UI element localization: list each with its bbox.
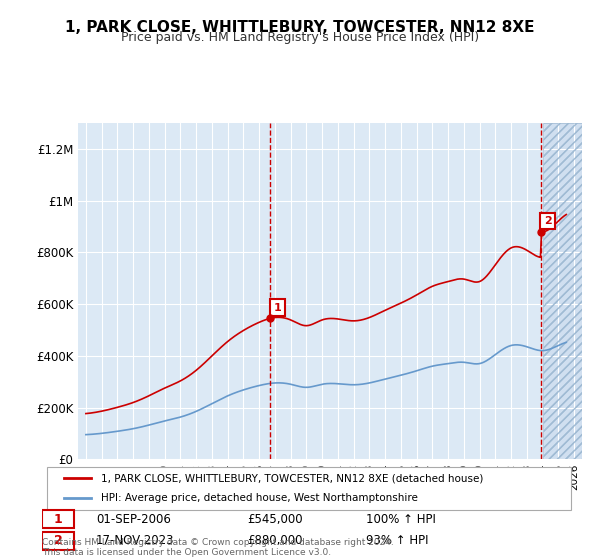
- Text: 17-NOV-2023: 17-NOV-2023: [96, 534, 175, 547]
- Text: HPI: Average price, detached house, West Northamptonshire: HPI: Average price, detached house, West…: [101, 493, 418, 503]
- Text: 1: 1: [54, 512, 62, 526]
- Text: 2: 2: [54, 534, 62, 547]
- Text: £880,000: £880,000: [247, 534, 303, 547]
- Bar: [542, 123, 582, 459]
- Text: 1: 1: [274, 302, 281, 312]
- Bar: [542, 123, 582, 459]
- Text: 93% ↑ HPI: 93% ↑ HPI: [366, 534, 428, 547]
- Text: Price paid vs. HM Land Registry's House Price Index (HPI): Price paid vs. HM Land Registry's House …: [121, 31, 479, 44]
- Text: 1, PARK CLOSE, WHITTLEBURY, TOWCESTER, NN12 8XE (detached house): 1, PARK CLOSE, WHITTLEBURY, TOWCESTER, N…: [101, 473, 484, 483]
- Text: Contains HM Land Registry data © Crown copyright and database right 2024.
This d: Contains HM Land Registry data © Crown c…: [42, 538, 394, 557]
- Text: 2: 2: [544, 216, 551, 226]
- Text: 01-SEP-2006: 01-SEP-2006: [96, 512, 171, 526]
- FancyBboxPatch shape: [47, 467, 571, 510]
- FancyBboxPatch shape: [42, 531, 74, 550]
- Text: £545,000: £545,000: [247, 512, 303, 526]
- Text: 1, PARK CLOSE, WHITTLEBURY, TOWCESTER, NN12 8XE: 1, PARK CLOSE, WHITTLEBURY, TOWCESTER, N…: [65, 20, 535, 35]
- Text: 100% ↑ HPI: 100% ↑ HPI: [366, 512, 436, 526]
- FancyBboxPatch shape: [42, 510, 74, 528]
